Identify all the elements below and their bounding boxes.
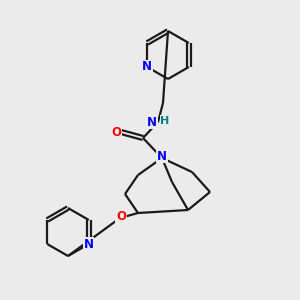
Text: O: O (116, 209, 126, 223)
Text: O: O (111, 125, 121, 139)
Text: N: N (84, 238, 94, 250)
Text: H: H (160, 116, 169, 126)
Text: N: N (157, 149, 167, 163)
Text: N: N (142, 61, 152, 74)
Text: N: N (147, 116, 157, 128)
